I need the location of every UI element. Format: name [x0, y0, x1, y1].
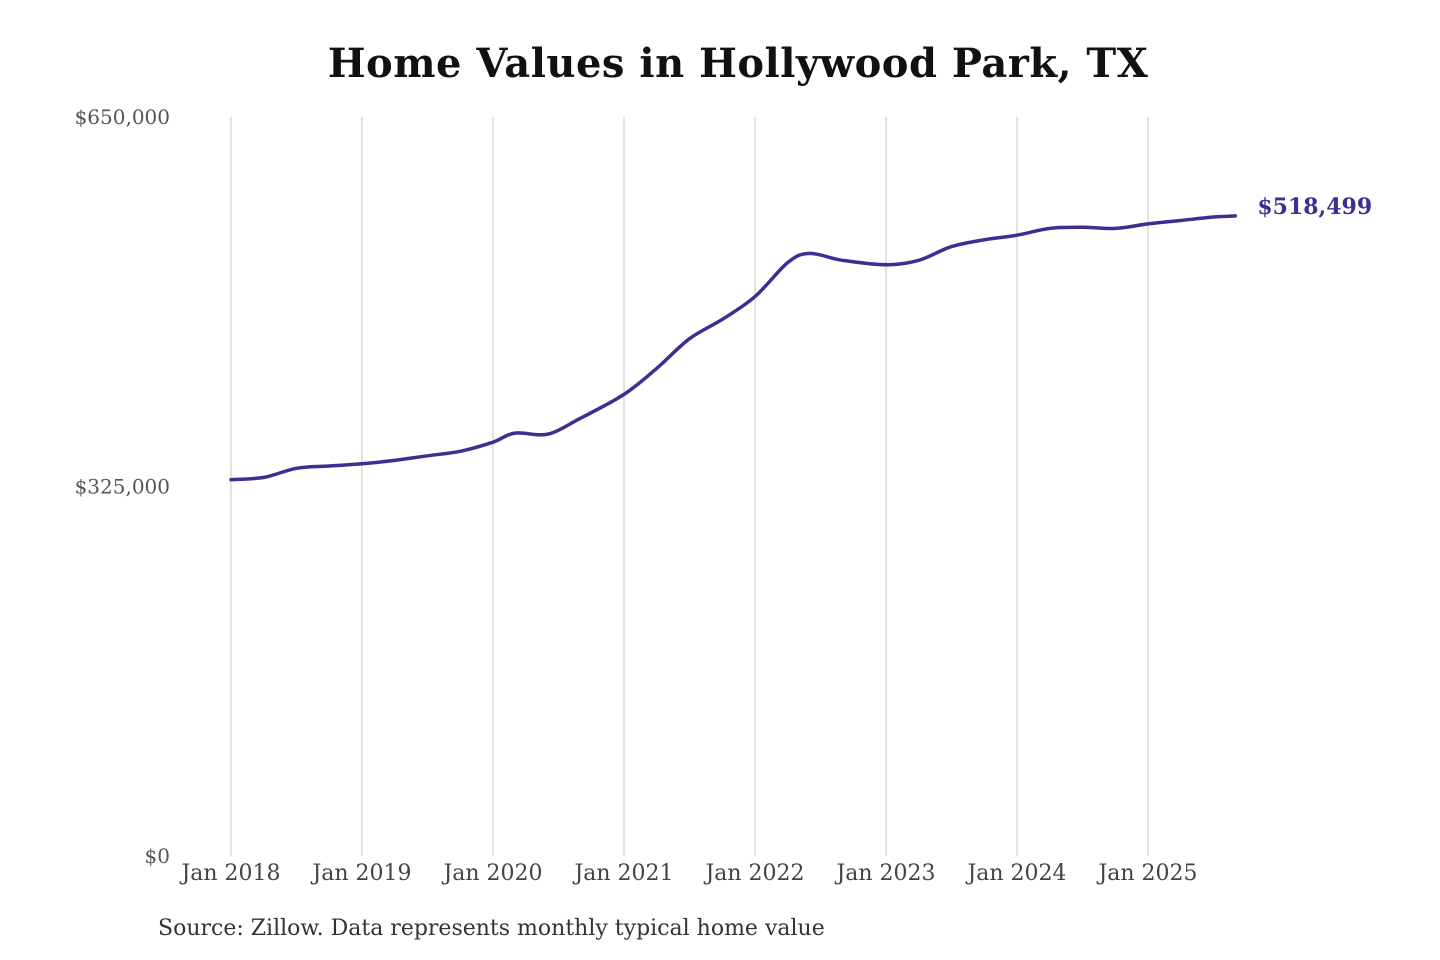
x-tick-label: Jan 2018: [179, 861, 280, 886]
y-tick-label: $325,000: [75, 475, 170, 499]
x-tick-label: Jan 2023: [834, 861, 935, 886]
x-tick-label: Jan 2025: [1096, 861, 1197, 886]
end-value-label: $518,499: [1257, 194, 1372, 220]
y-tick-label: $0: [145, 844, 170, 868]
x-tick-label: Jan 2020: [441, 861, 542, 886]
series-layer: $518,499: [229, 194, 1372, 482]
x-tick-label: Jan 2021: [572, 861, 673, 886]
x-tick-label: Jan 2022: [703, 861, 804, 886]
grid-lines: [230, 117, 1149, 856]
y-tick-label: $650,000: [75, 105, 170, 129]
chart-title: Home Values in Hollywood Park, TX: [327, 40, 1149, 87]
x-axis-ticks: Jan 2018 Jan 2019 Jan 2020 Jan 2021 Jan 2022…: [179, 861, 1197, 886]
y-axis-ticks: $0 $325,000 $650,000: [75, 105, 170, 868]
series-line: [229, 214, 1238, 482]
x-tick-label: Jan 2019: [310, 861, 411, 886]
source-note: Source: Zillow. Data represents monthly …: [158, 916, 825, 941]
x-tick-label: Jan 2024: [965, 861, 1066, 886]
